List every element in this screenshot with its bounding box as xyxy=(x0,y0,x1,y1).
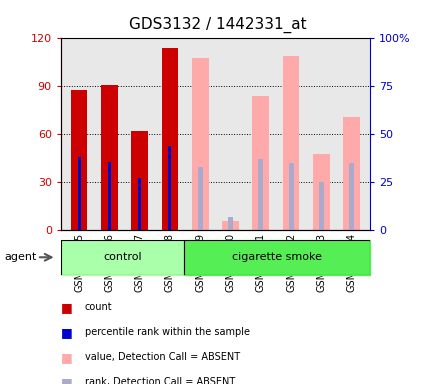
Text: ■: ■ xyxy=(61,351,72,364)
Text: ■: ■ xyxy=(61,326,72,339)
Bar xyxy=(184,240,369,275)
Bar xyxy=(258,159,263,230)
Bar xyxy=(252,96,269,230)
Text: value, Detection Call = ABSENT: value, Detection Call = ABSENT xyxy=(85,352,240,362)
Bar xyxy=(342,117,359,230)
Bar xyxy=(108,162,111,230)
Text: rank, Detection Call = ABSENT: rank, Detection Call = ABSENT xyxy=(85,377,234,384)
Text: ■: ■ xyxy=(61,376,72,384)
Bar xyxy=(227,217,233,230)
Text: agent: agent xyxy=(4,252,36,262)
Text: control: control xyxy=(103,252,141,262)
Bar xyxy=(61,240,184,275)
Bar xyxy=(101,85,118,230)
Bar xyxy=(282,56,299,230)
Bar xyxy=(161,48,178,230)
Bar xyxy=(191,58,208,230)
Text: cigarette smoke: cigarette smoke xyxy=(232,252,321,262)
Bar xyxy=(348,163,353,230)
Text: percentile rank within the sample: percentile rank within the sample xyxy=(85,327,249,337)
Bar xyxy=(197,167,202,230)
Bar xyxy=(168,146,171,230)
Text: ■: ■ xyxy=(61,301,72,314)
Bar xyxy=(138,177,141,230)
Bar xyxy=(312,154,329,230)
Bar xyxy=(222,221,238,230)
Text: GDS3132 / 1442331_at: GDS3132 / 1442331_at xyxy=(128,17,306,33)
Bar xyxy=(288,163,293,230)
Bar xyxy=(131,131,148,230)
Bar xyxy=(77,157,80,230)
Text: count: count xyxy=(85,302,112,312)
Bar xyxy=(318,182,323,230)
Bar xyxy=(71,89,87,230)
